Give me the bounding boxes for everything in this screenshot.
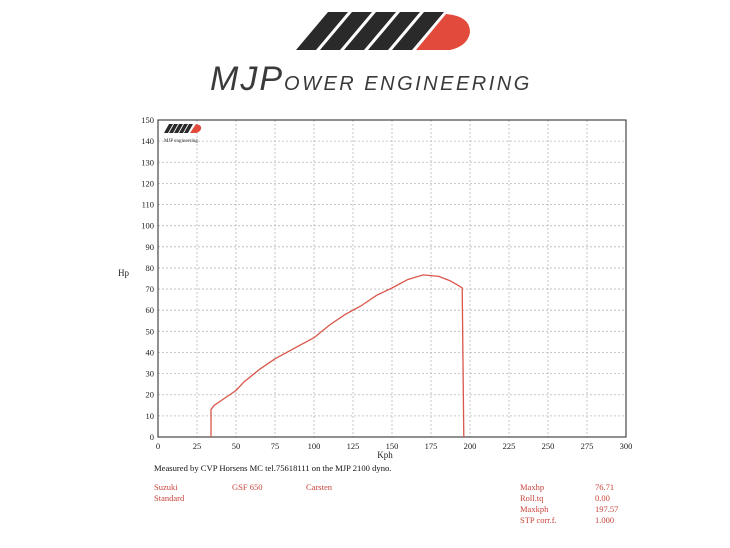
dyno-chart: 0 10 20 30 40 50 60 70 80 90 100 110 120 130 140 150 0 2… xyxy=(118,115,633,460)
y-axis-ticks: 0 10 20 30 40 50 60 70 80 90 100 110 120 130 140 150 xyxy=(141,115,154,442)
x-tick-label: 0 xyxy=(156,441,160,451)
x-tick-label: 275 xyxy=(581,441,594,451)
x-tick-label: 50 xyxy=(232,441,241,451)
mini-logo: MJP engineering xyxy=(164,124,202,144)
y-tick-label: 0 xyxy=(150,432,154,442)
brand-rest: OWER ENGINEERING xyxy=(284,73,532,95)
power-curve xyxy=(210,274,465,438)
stat-value-maxhp: 76.71 xyxy=(595,482,615,492)
x-tick-label: 250 xyxy=(542,441,555,451)
y-tick-label: 150 xyxy=(141,115,154,125)
y-tick-label: 140 xyxy=(141,136,154,146)
y-tick-label: 80 xyxy=(146,263,155,273)
x-axis-ticks: 0 25 50 75 100 125 150 175 200 225 250 275 300 xyxy=(156,441,633,451)
stat-label-maxkph: Maxkph xyxy=(520,504,549,514)
x-axis-label: Kph xyxy=(377,450,393,460)
x-tick-label: 300 xyxy=(620,441,633,451)
stat-label-stp: STP corr.f. xyxy=(520,515,557,525)
y-tick-label: 10 xyxy=(146,411,155,421)
x-tick-label: 175 xyxy=(425,441,438,451)
logo-red-arc xyxy=(416,14,470,50)
y-tick-label: 30 xyxy=(146,369,155,379)
config-text: Standard xyxy=(154,493,185,503)
x-tick-label: 125 xyxy=(347,441,360,451)
plot-frame xyxy=(157,119,627,438)
y-tick-label: 130 xyxy=(141,157,154,167)
y-tick-label: 110 xyxy=(142,200,154,210)
y-tick-label: 50 xyxy=(146,326,155,336)
y-axis-label: Hp xyxy=(118,268,129,278)
model-text: GSF 650 xyxy=(232,482,263,492)
brand-p: P xyxy=(259,60,285,98)
stat-value-maxkph: 197.57 xyxy=(595,504,619,514)
x-tick-label: 25 xyxy=(193,441,202,451)
chart-grid xyxy=(158,120,626,437)
operator-text: Carsten xyxy=(306,482,332,492)
y-tick-label: 20 xyxy=(146,390,155,400)
mini-logo-text: MJP engineering xyxy=(164,139,198,144)
x-tick-label: 75 xyxy=(271,441,280,451)
y-tick-label: 70 xyxy=(146,284,155,294)
y-tick-label: 40 xyxy=(146,347,155,357)
stat-value-stp: 1.000 xyxy=(595,515,615,525)
brand-mj: MJ xyxy=(210,60,260,98)
stat-label-maxhp: Maxhp xyxy=(520,482,545,492)
brand-wordmark: MJPOWER ENGINEERING xyxy=(210,60,570,104)
logo-stripes-dark xyxy=(296,12,444,50)
x-tick-label: 200 xyxy=(464,441,477,451)
stat-value-rolltq: 0.00 xyxy=(595,493,610,503)
y-tick-label: 120 xyxy=(141,178,154,188)
y-tick-label: 90 xyxy=(146,242,155,252)
x-tick-label: 150 xyxy=(386,441,399,451)
y-tick-label: 60 xyxy=(146,305,155,315)
brand-logo xyxy=(296,12,470,50)
x-tick-label: 100 xyxy=(308,441,321,451)
measured-by-text: Measured by CVP Horsens MC tel.75618111 … xyxy=(154,463,392,473)
make-text: Suzuki xyxy=(154,482,178,492)
y-tick-label: 100 xyxy=(141,221,154,231)
stat-label-rolltq: Roll.tq xyxy=(520,493,544,503)
x-tick-label: 225 xyxy=(503,441,516,451)
